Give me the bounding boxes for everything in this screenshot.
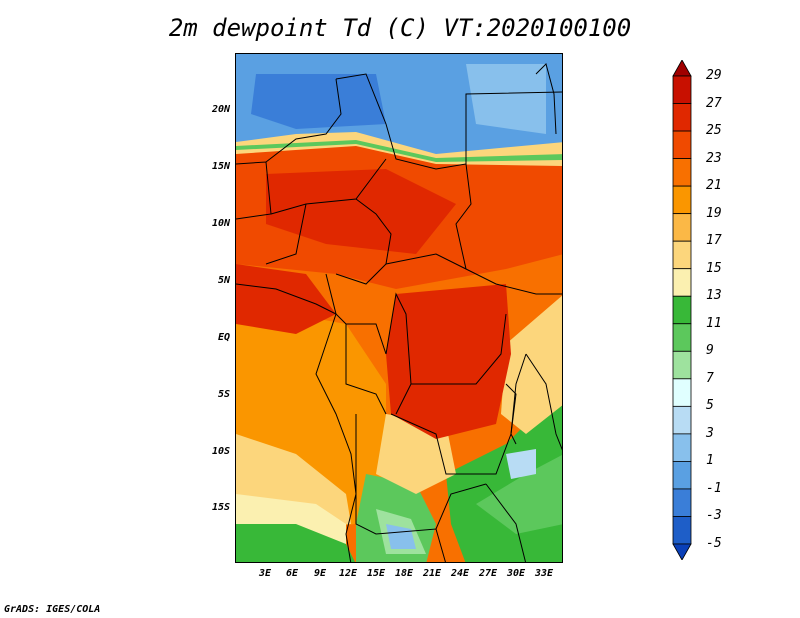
colorbar-segment bbox=[672, 103, 692, 132]
colorbar-label: 15 bbox=[706, 260, 722, 276]
x-label-21e: 21E bbox=[422, 568, 442, 579]
y-label-10s: 10S bbox=[211, 446, 230, 457]
coastlines bbox=[236, 63, 557, 562]
x-label-33e: 33E bbox=[534, 568, 554, 579]
x-label-12e: 12E bbox=[338, 568, 358, 579]
colorbar-label: 9 bbox=[706, 343, 714, 359]
colorbar-label: 11 bbox=[706, 315, 722, 331]
colorbar-svg bbox=[672, 59, 692, 561]
country-boundaries bbox=[236, 73, 562, 562]
colorbar-segment bbox=[672, 405, 692, 435]
colorbar-label: 1 bbox=[706, 453, 714, 469]
colorbar-segment bbox=[672, 323, 692, 352]
colorbar-label: -5 bbox=[706, 536, 722, 551]
colorbar-label: -1 bbox=[706, 480, 722, 496]
dewpoint-map bbox=[236, 54, 562, 562]
y-label-5s: 5S bbox=[217, 389, 230, 400]
colorbar-label: 7 bbox=[706, 370, 714, 386]
colorbar-label: 29 bbox=[706, 68, 722, 83]
west-coast-field bbox=[236, 264, 336, 334]
colorbar-segment bbox=[672, 213, 692, 242]
x-label-24e: 24E bbox=[450, 568, 470, 579]
x-label-3e: 3E bbox=[258, 568, 272, 579]
map-panel bbox=[235, 53, 563, 563]
y-label-20n: 20N bbox=[211, 104, 230, 115]
x-label-6e: 6E bbox=[285, 568, 299, 579]
colorbar-segment bbox=[672, 158, 692, 187]
y-label-10n: 10N bbox=[211, 218, 230, 229]
colorbar-segment bbox=[672, 461, 692, 490]
south-green-field bbox=[236, 524, 355, 562]
colorbar-label: 5 bbox=[706, 398, 714, 414]
map-title: 2m dewpoint Td (C) VT:2020100100 bbox=[168, 14, 632, 42]
north-driest-field bbox=[251, 74, 386, 129]
colorbar-segment bbox=[672, 350, 692, 380]
lake-region-patch bbox=[506, 449, 536, 479]
y-label-15s: 15S bbox=[211, 502, 230, 513]
x-label-9e: 9E bbox=[313, 568, 327, 579]
colorbar-segment bbox=[672, 378, 692, 407]
x-label-18e: 18E bbox=[394, 568, 414, 579]
colorbar-segment bbox=[672, 268, 692, 297]
y-label-15n: 15N bbox=[211, 161, 230, 172]
colorbar-segment bbox=[672, 240, 692, 270]
colorbar-segment bbox=[672, 130, 692, 159]
y-label-eq: EQ bbox=[217, 332, 230, 343]
x-label-27e: 27E bbox=[478, 568, 498, 579]
colorbar-bottom-arrow bbox=[672, 543, 692, 561]
colorbar-segment bbox=[672, 295, 692, 325]
colorbar-label: 13 bbox=[706, 288, 722, 304]
colorbar-segment bbox=[672, 75, 692, 104]
east-highland-field bbox=[501, 295, 562, 434]
nigeria-core-field bbox=[266, 169, 456, 254]
congo-core-field bbox=[386, 284, 511, 439]
colorbar-label: 25 bbox=[706, 123, 722, 139]
east-light-green-field bbox=[476, 455, 562, 534]
transition-green-line bbox=[236, 140, 562, 162]
colorbar-label: 27 bbox=[706, 95, 722, 111]
colorbar-segment bbox=[672, 516, 692, 545]
colorbar-top-arrow bbox=[672, 59, 692, 77]
colorbar-segment bbox=[672, 433, 692, 462]
colorbar bbox=[672, 59, 692, 564]
colorbar-label: 23 bbox=[706, 150, 722, 166]
kalahari-blue-patch bbox=[386, 524, 416, 549]
colorbar-label: 19 bbox=[706, 205, 722, 221]
x-label-15e: 15E bbox=[366, 568, 386, 579]
y-label-5n: 5N bbox=[217, 275, 230, 286]
colorbar-segment bbox=[672, 488, 692, 517]
colorbar-label: 3 bbox=[706, 425, 714, 441]
northeast-dry-field bbox=[466, 64, 546, 134]
colorbar-label: 17 bbox=[706, 233, 722, 249]
x-label-30e: 30E bbox=[506, 568, 526, 579]
colorbar-label: 21 bbox=[706, 178, 722, 194]
colorbar-segment bbox=[672, 185, 692, 215]
colorbar-label: -3 bbox=[706, 508, 722, 524]
credit-text: GrADS: IGES/COLA bbox=[4, 604, 101, 615]
